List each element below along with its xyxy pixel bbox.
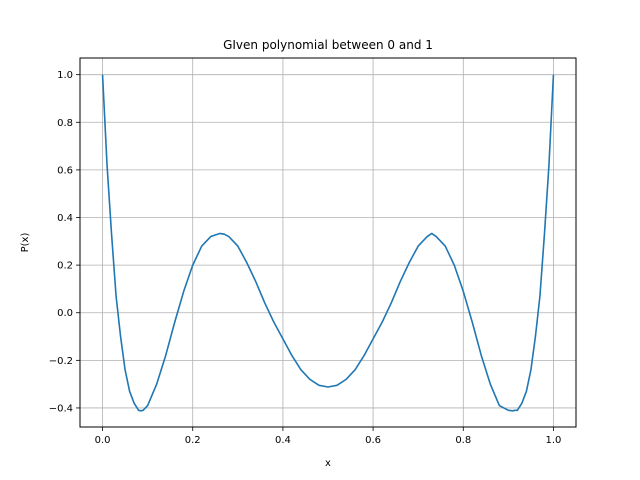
- x-axis-ticks: 0.0 0.2 0.4 0.6 0.8 1.0: [95, 427, 562, 446]
- y-tick-label: −0.4: [49, 403, 73, 414]
- x-tick-label: 0.2: [185, 435, 201, 446]
- chart-title: GIven polynomial between 0 and 1: [223, 38, 433, 52]
- y-tick-label: 0.6: [57, 165, 73, 176]
- y-axis-label: P(x): [20, 233, 31, 253]
- y-tick-label: −0.2: [49, 356, 73, 367]
- y-tick-label: 0.2: [57, 261, 73, 272]
- y-tick-label: 0.8: [57, 118, 73, 129]
- y-tick-label: 1.0: [57, 70, 73, 81]
- plot-area-frame: [79, 57, 577, 428]
- series-line-group: [101, 74, 555, 412]
- y-tick-label: 0.0: [57, 308, 73, 319]
- x-axis-label: x: [325, 458, 331, 469]
- grid-lines: [80, 58, 576, 427]
- y-tick-label: 0.4: [57, 213, 73, 224]
- y-axis-ticks: −0.4 −0.2 0.0 0.2 0.4 0.6 0.8 1.0: [49, 70, 80, 414]
- x-tick-label: 0.0: [95, 435, 111, 446]
- x-tick-label: 0.8: [455, 435, 471, 446]
- x-tick-label: 1.0: [546, 435, 562, 446]
- x-tick-label: 0.4: [275, 435, 291, 446]
- series-line: [101, 74, 555, 412]
- x-tick-label: 0.6: [365, 435, 381, 446]
